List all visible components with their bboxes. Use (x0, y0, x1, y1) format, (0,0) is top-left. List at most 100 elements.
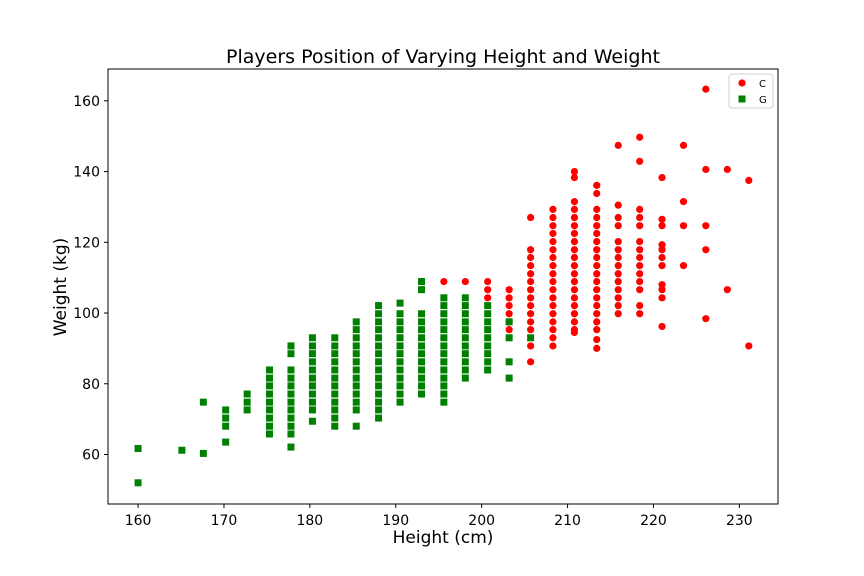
data-point (593, 270, 601, 278)
data-point (702, 246, 710, 254)
y-tick-label: 80 (82, 377, 100, 393)
data-point (549, 237, 557, 246)
data-point (484, 310, 492, 318)
data-point (679, 262, 688, 270)
data-point (287, 382, 295, 390)
data-point (593, 310, 601, 318)
data-point (527, 286, 535, 294)
data-point (331, 398, 339, 406)
data-point (308, 417, 316, 425)
data-point (440, 390, 448, 398)
data-point (265, 366, 273, 374)
legend-label: C (759, 79, 766, 90)
data-point (461, 334, 469, 342)
data-point (287, 374, 295, 382)
data-point (331, 358, 339, 366)
data-point (265, 382, 273, 390)
data-point (593, 253, 601, 262)
data-point (702, 165, 710, 174)
data-point (199, 398, 207, 406)
data-point (308, 358, 316, 366)
data-point (265, 430, 273, 438)
data-point (418, 366, 426, 374)
data-point (440, 350, 448, 358)
y-tick-label: 140 (73, 165, 100, 181)
data-point (593, 213, 601, 222)
data-point (527, 310, 535, 318)
data-point (658, 222, 666, 230)
data-point (243, 398, 251, 406)
data-point (593, 237, 601, 246)
data-point (614, 294, 622, 302)
plot-area-frame (107, 68, 779, 505)
data-point (287, 406, 295, 414)
y-tick-label: 120 (73, 235, 100, 251)
data-point (222, 422, 230, 430)
data-point (308, 342, 316, 350)
legend-label: G (759, 95, 767, 106)
x-tick-label: 220 (640, 513, 667, 529)
data-point (527, 358, 535, 366)
data-point (593, 335, 601, 344)
data-point (570, 318, 579, 326)
data-point (331, 422, 339, 430)
data-point (440, 342, 448, 350)
data-point (549, 286, 557, 294)
data-point (331, 374, 339, 382)
data-point (352, 326, 360, 334)
data-point (375, 326, 383, 334)
data-point (352, 350, 360, 358)
data-point (178, 446, 186, 454)
data-point (527, 262, 535, 270)
data-point (396, 366, 404, 374)
x-axis-label: Height (cm) (393, 528, 494, 548)
data-point (396, 326, 404, 334)
data-point (505, 334, 513, 342)
x-tick-label: 230 (726, 513, 753, 529)
data-point (461, 318, 469, 326)
data-point (549, 262, 557, 270)
data-point (375, 390, 383, 398)
data-point (549, 246, 557, 254)
data-point (636, 213, 644, 222)
data-point (636, 301, 644, 310)
data-point (484, 318, 492, 326)
data-point (418, 334, 426, 342)
data-point (593, 286, 601, 294)
data-point (418, 310, 426, 318)
data-point (614, 237, 622, 246)
data-point (527, 318, 535, 326)
data-point (440, 366, 448, 374)
legend-marker (738, 95, 746, 103)
data-point (375, 350, 383, 358)
data-point (549, 213, 557, 222)
data-point (570, 229, 579, 238)
data-point (352, 374, 360, 382)
data-point (440, 302, 448, 310)
data-point (549, 310, 557, 318)
data-point (352, 358, 360, 366)
data-point (723, 165, 731, 174)
data-point (658, 262, 666, 270)
data-point (549, 229, 557, 238)
data-point (570, 301, 579, 310)
data-point (352, 422, 360, 430)
data-point (614, 310, 622, 318)
y-axis-label: Weight (kg) (51, 238, 71, 337)
legend: CG (728, 73, 774, 109)
data-point (418, 350, 426, 358)
data-point (287, 342, 295, 350)
data-point (549, 342, 557, 350)
x-tick-label: 200 (468, 513, 495, 529)
data-point (527, 334, 535, 342)
data-point (396, 318, 404, 326)
data-point (440, 277, 448, 286)
data-point (484, 326, 492, 334)
data-point (308, 374, 316, 382)
data-point (549, 294, 557, 302)
data-point (636, 246, 644, 254)
y-tick-label: 60 (82, 447, 100, 463)
series-G (134, 278, 535, 487)
data-point (549, 270, 557, 278)
data-point (243, 390, 251, 398)
